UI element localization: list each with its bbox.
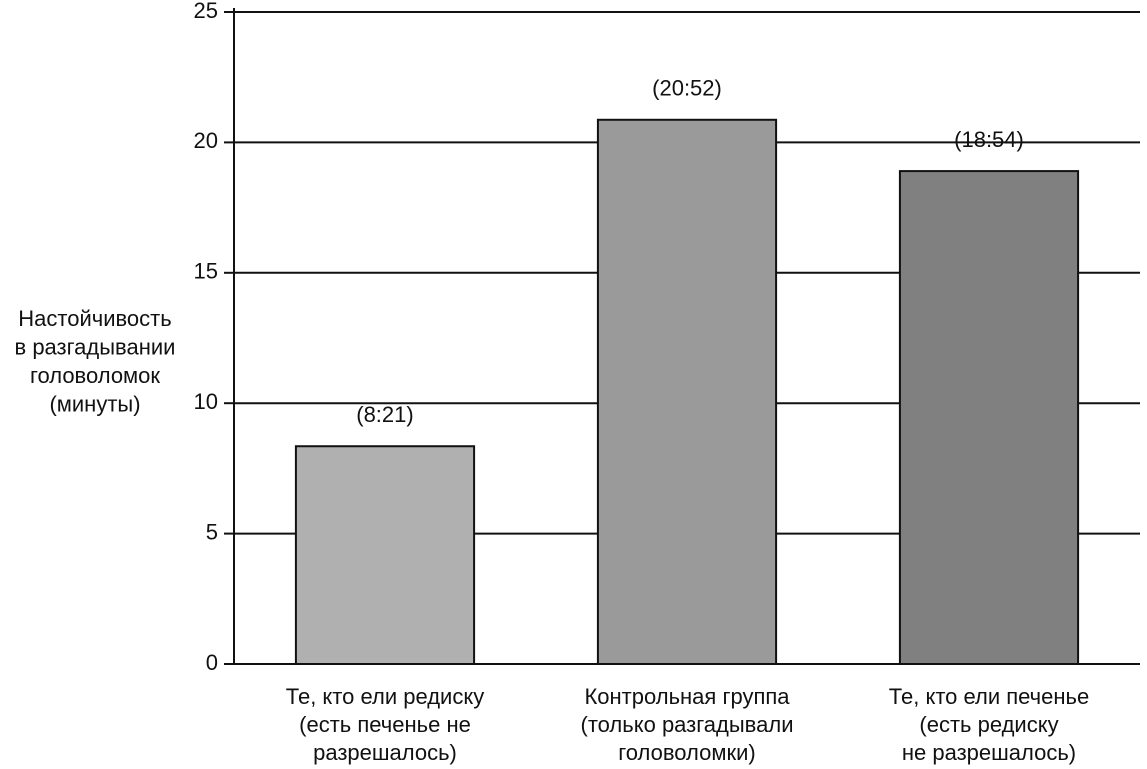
y-tick-label: 5 [206,519,218,544]
y-axis-label: головоломок [30,363,160,388]
y-tick-label: 0 [206,650,218,675]
x-tick-label: Контрольная группа [584,684,790,709]
x-tick-label: головоломки) [618,740,756,765]
value-label: (20:52) [652,76,722,101]
x-tick-label: не разрешалось) [902,740,1076,765]
x-tick-label: (есть редиску [919,712,1058,737]
x-tick-label: (только разгадывали [581,712,794,737]
y-axis-label: Настойчивость [18,306,171,331]
x-tick-label: разрешалось) [313,740,457,765]
bar [294,445,476,665]
y-tick-label: 20 [194,128,218,153]
y-axis-label: в разгадывании [15,334,176,359]
x-tick-label: Те, кто ели печенье [889,684,1089,709]
bar [596,118,778,666]
bar [898,170,1080,665]
value-label: (18:54) [954,127,1024,152]
y-tick-label: 15 [194,259,218,284]
x-tick-label: (есть печенье не [299,712,471,737]
y-tick-label: 10 [194,389,218,414]
y-tick-label: 25 [194,0,218,23]
value-label: (8:21) [356,402,413,427]
x-tick-label: Те, кто ели редиску [286,684,484,709]
y-axis-label: (минуты) [49,391,140,416]
